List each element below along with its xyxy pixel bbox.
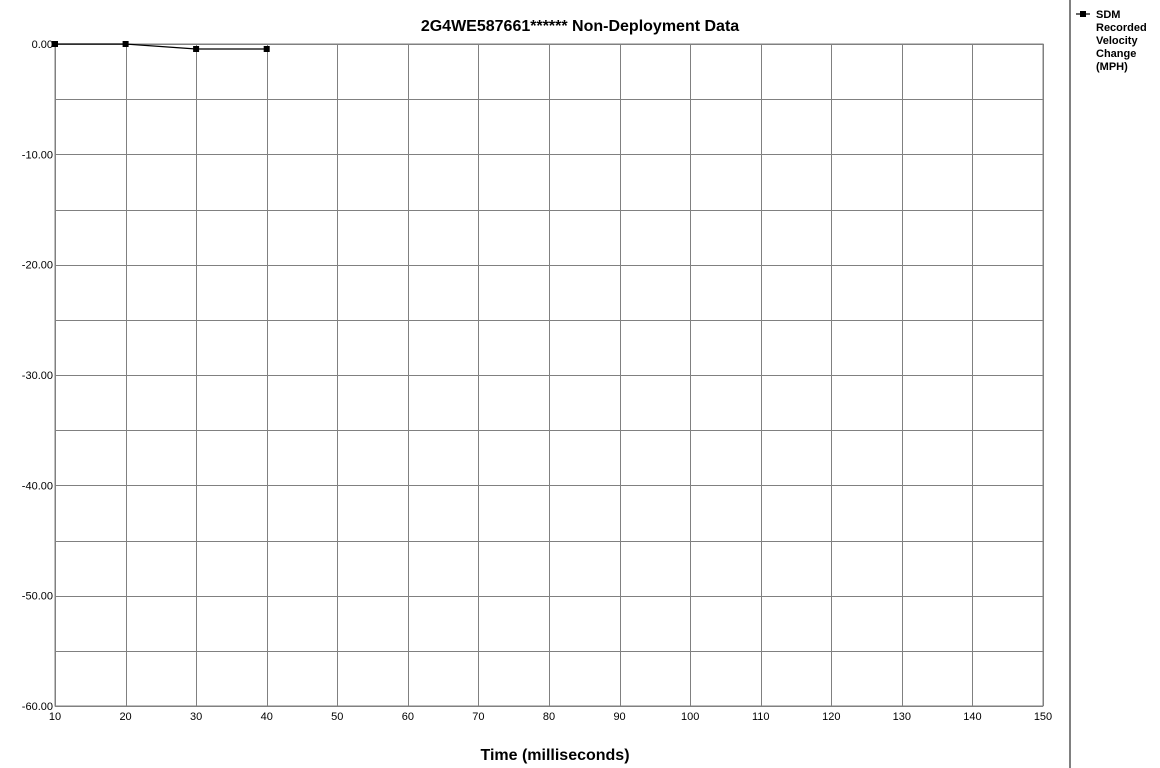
y-tick-label: 0.00 xyxy=(32,39,53,51)
y-tick-label: -10.00 xyxy=(22,149,53,161)
x-tick-label: 30 xyxy=(190,711,202,723)
x-tick-label: 90 xyxy=(613,711,625,723)
legend-label: Change xyxy=(1096,48,1136,60)
x-tick-label: 50 xyxy=(331,711,343,723)
data-point-marker xyxy=(263,46,270,52)
x-axis-title: Time (milliseconds) xyxy=(480,747,629,764)
x-tick-label: 120 xyxy=(822,711,840,723)
x-tick-label: 70 xyxy=(472,711,484,723)
legend-label: (MPH) xyxy=(1096,61,1128,73)
x-tick-label: 150 xyxy=(1034,711,1052,723)
x-tick-label: 140 xyxy=(963,711,981,723)
y-tick-label: -30.00 xyxy=(22,370,53,382)
x-tick-label: 130 xyxy=(893,711,911,723)
x-tick-label: 10 xyxy=(49,711,61,723)
series-layer xyxy=(52,41,270,52)
x-tick-label: 110 xyxy=(752,711,770,723)
data-point-marker xyxy=(52,41,58,47)
x-axis-tick-labels: 10 20 30 40 50 60 70 80 90 100 110 120 130 140 150 xyxy=(49,711,1052,723)
x-tick-label: 60 xyxy=(402,711,414,723)
y-axis-tick-labels: 0.00 -10.00 -20.00 -30.00 -40.00 -50.00 -60.00 xyxy=(22,39,53,713)
series-line xyxy=(55,43,267,50)
x-tick-label: 20 xyxy=(119,711,131,723)
data-point-marker xyxy=(193,46,200,52)
data-point-marker xyxy=(122,41,129,47)
plot-area xyxy=(52,41,1044,707)
y-tick-label: -20.00 xyxy=(22,260,53,272)
legend-label: SDM xyxy=(1096,9,1120,21)
legend-label: Recorded xyxy=(1096,22,1147,34)
x-tick-label: 40 xyxy=(261,711,273,723)
y-tick-label: -40.00 xyxy=(22,480,53,492)
legend-label: Velocity xyxy=(1096,35,1138,47)
x-tick-label: 100 xyxy=(681,711,699,723)
gridlines xyxy=(55,44,1044,707)
x-tick-label: 80 xyxy=(543,711,555,723)
y-tick-label: -60.00 xyxy=(22,701,53,713)
y-tick-label: -50.00 xyxy=(22,591,53,603)
chart-title: 2G4WE587661****** Non-Deployment Data xyxy=(421,18,739,35)
legend-marker xyxy=(1080,11,1086,17)
